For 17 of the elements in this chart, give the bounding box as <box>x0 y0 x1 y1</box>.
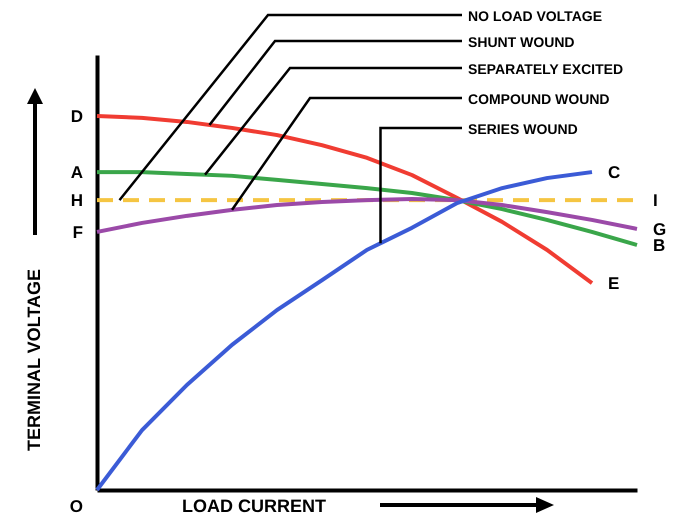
text: SHUNT WOUND <box>468 34 575 50</box>
text: H <box>70 191 83 210</box>
text: D <box>70 106 83 126</box>
y-axis-title: TERMINAL VOLTAGE <box>24 269 44 451</box>
text: F <box>72 222 83 242</box>
text: A <box>70 163 83 182</box>
text: B <box>653 236 666 256</box>
annotation: C <box>608 163 620 182</box>
text: COMPOUND WOUND <box>468 91 610 107</box>
x-axis-title: LOAD CURRENT <box>182 496 326 516</box>
text: I <box>653 191 658 210</box>
text: SERIES WOUND <box>468 121 578 137</box>
text: SEPARATELY EXCITED <box>468 61 624 77</box>
text: O <box>70 497 83 516</box>
text: NO LOAD VOLTAGE <box>468 8 602 24</box>
annotation: E <box>608 274 620 294</box>
text: G <box>653 220 666 239</box>
